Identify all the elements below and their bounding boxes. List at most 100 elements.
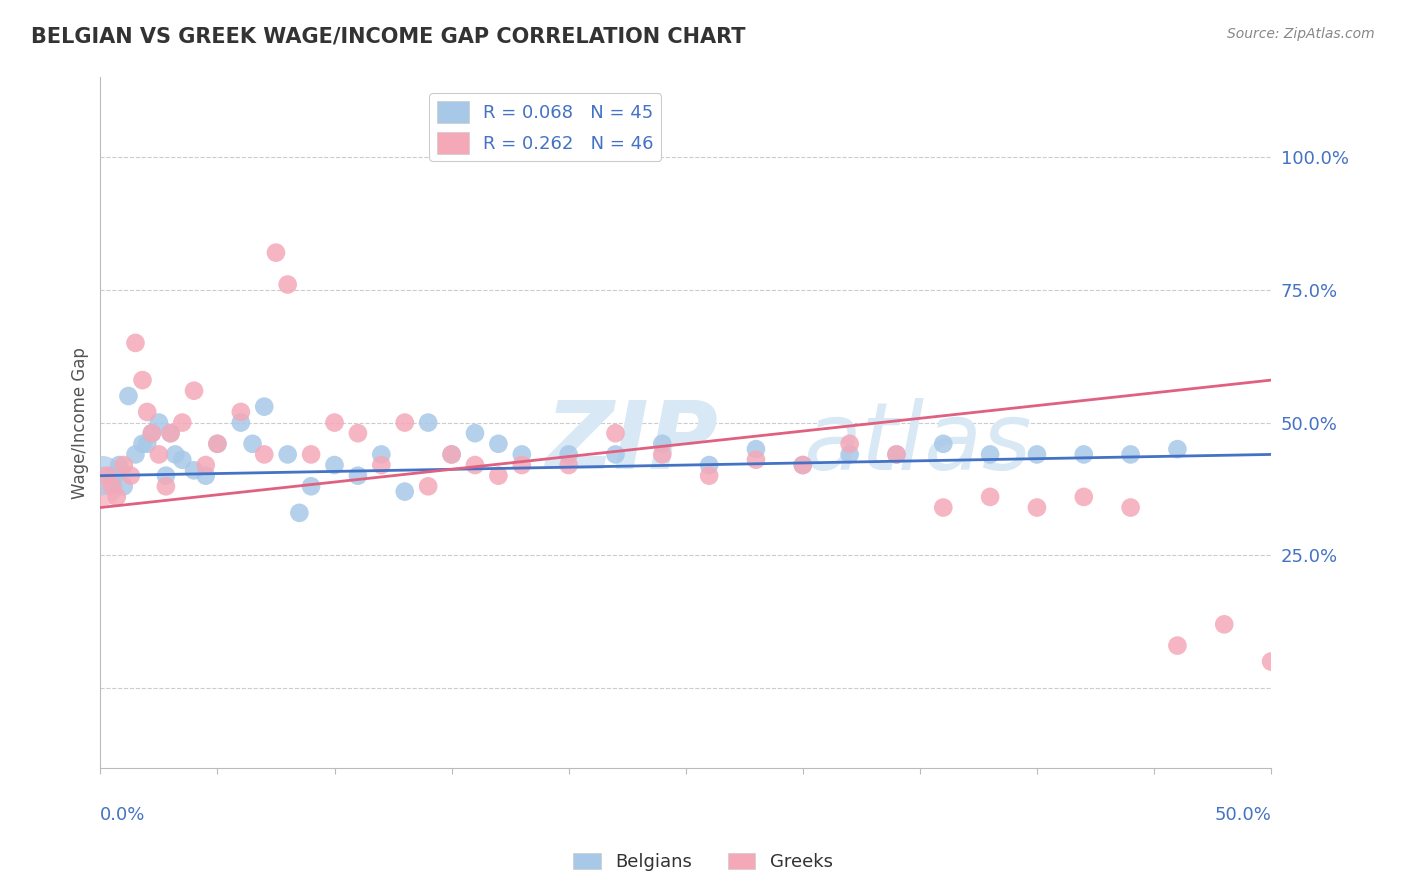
Point: [979, 490, 1001, 504]
Point: [697, 458, 720, 472]
Point: [148, 416, 170, 430]
Point: [1166, 442, 1188, 456]
Text: atlas: atlas: [803, 398, 1031, 489]
Point: [347, 426, 370, 441]
Legend: R = 0.068   N = 45, R = 0.262   N = 46: R = 0.068 N = 45, R = 0.262 N = 46: [429, 94, 661, 161]
Point: [207, 437, 229, 451]
Point: [101, 479, 124, 493]
Point: [229, 416, 252, 430]
Point: [1166, 639, 1188, 653]
Text: 0.0%: 0.0%: [100, 805, 146, 823]
Point: [510, 458, 533, 472]
Point: [418, 416, 440, 430]
Point: [108, 458, 131, 472]
Point: [172, 416, 194, 430]
Point: [159, 426, 181, 441]
Point: [1026, 500, 1049, 515]
Point: [979, 447, 1001, 461]
Legend: Belgians, Greeks: Belgians, Greeks: [567, 846, 839, 879]
Y-axis label: Wage/Income Gap: Wage/Income Gap: [72, 347, 89, 499]
Point: [183, 384, 205, 398]
Point: [112, 479, 135, 493]
Point: [1119, 500, 1142, 515]
Point: [838, 447, 860, 461]
Text: Source: ZipAtlas.com: Source: ZipAtlas.com: [1227, 27, 1375, 41]
Point: [510, 447, 533, 461]
Point: [141, 426, 163, 441]
Point: [207, 437, 229, 451]
Point: [651, 437, 673, 451]
Point: [101, 468, 124, 483]
Point: [745, 452, 768, 467]
Point: [112, 458, 135, 472]
Point: [557, 447, 579, 461]
Point: [605, 426, 627, 441]
Point: [697, 468, 720, 483]
Point: [242, 437, 264, 451]
Point: [792, 458, 814, 472]
Point: [155, 479, 177, 493]
Point: [136, 405, 159, 419]
Point: [1026, 447, 1049, 461]
Point: [1073, 490, 1095, 504]
Point: [418, 479, 440, 493]
Point: [299, 447, 322, 461]
Point: [464, 458, 486, 472]
Point: [124, 335, 146, 350]
Point: [105, 490, 128, 504]
Point: [932, 500, 955, 515]
Point: [264, 245, 287, 260]
Point: [370, 447, 392, 461]
Point: [557, 458, 579, 472]
Point: [1119, 447, 1142, 461]
Point: [440, 447, 463, 461]
Point: [792, 458, 814, 472]
Text: BELGIAN VS GREEK WAGE/INCOME GAP CORRELATION CHART: BELGIAN VS GREEK WAGE/INCOME GAP CORRELA…: [31, 27, 745, 46]
Point: [1213, 617, 1236, 632]
Point: [1260, 655, 1282, 669]
Point: [172, 452, 194, 467]
Point: [323, 416, 346, 430]
Point: [932, 437, 955, 451]
Point: [486, 468, 509, 483]
Point: [288, 506, 311, 520]
Point: [370, 458, 392, 472]
Point: [91, 468, 114, 483]
Point: [1073, 447, 1095, 461]
Point: [277, 447, 299, 461]
Point: [605, 447, 627, 461]
Point: [886, 447, 908, 461]
Point: [159, 426, 181, 441]
Point: [486, 437, 509, 451]
Point: [120, 468, 142, 483]
Point: [253, 447, 276, 461]
Point: [229, 405, 252, 419]
Point: [886, 447, 908, 461]
Point: [136, 437, 159, 451]
Point: [651, 447, 673, 461]
Point: [124, 447, 146, 461]
Point: [323, 458, 346, 472]
Point: [141, 426, 163, 441]
Point: [165, 447, 187, 461]
Point: [183, 463, 205, 477]
Point: [347, 468, 370, 483]
Text: 50.0%: 50.0%: [1215, 805, 1271, 823]
Point: [117, 389, 139, 403]
Point: [745, 442, 768, 456]
Point: [299, 479, 322, 493]
Point: [148, 447, 170, 461]
Point: [194, 458, 217, 472]
Point: [838, 437, 860, 451]
Point: [155, 468, 177, 483]
Point: [277, 277, 299, 292]
Point: [440, 447, 463, 461]
Point: [464, 426, 486, 441]
Point: [394, 484, 416, 499]
Point: [194, 468, 217, 483]
Point: [253, 400, 276, 414]
Point: [131, 373, 153, 387]
Point: [131, 437, 153, 451]
Point: [96, 468, 118, 483]
Point: [394, 416, 416, 430]
